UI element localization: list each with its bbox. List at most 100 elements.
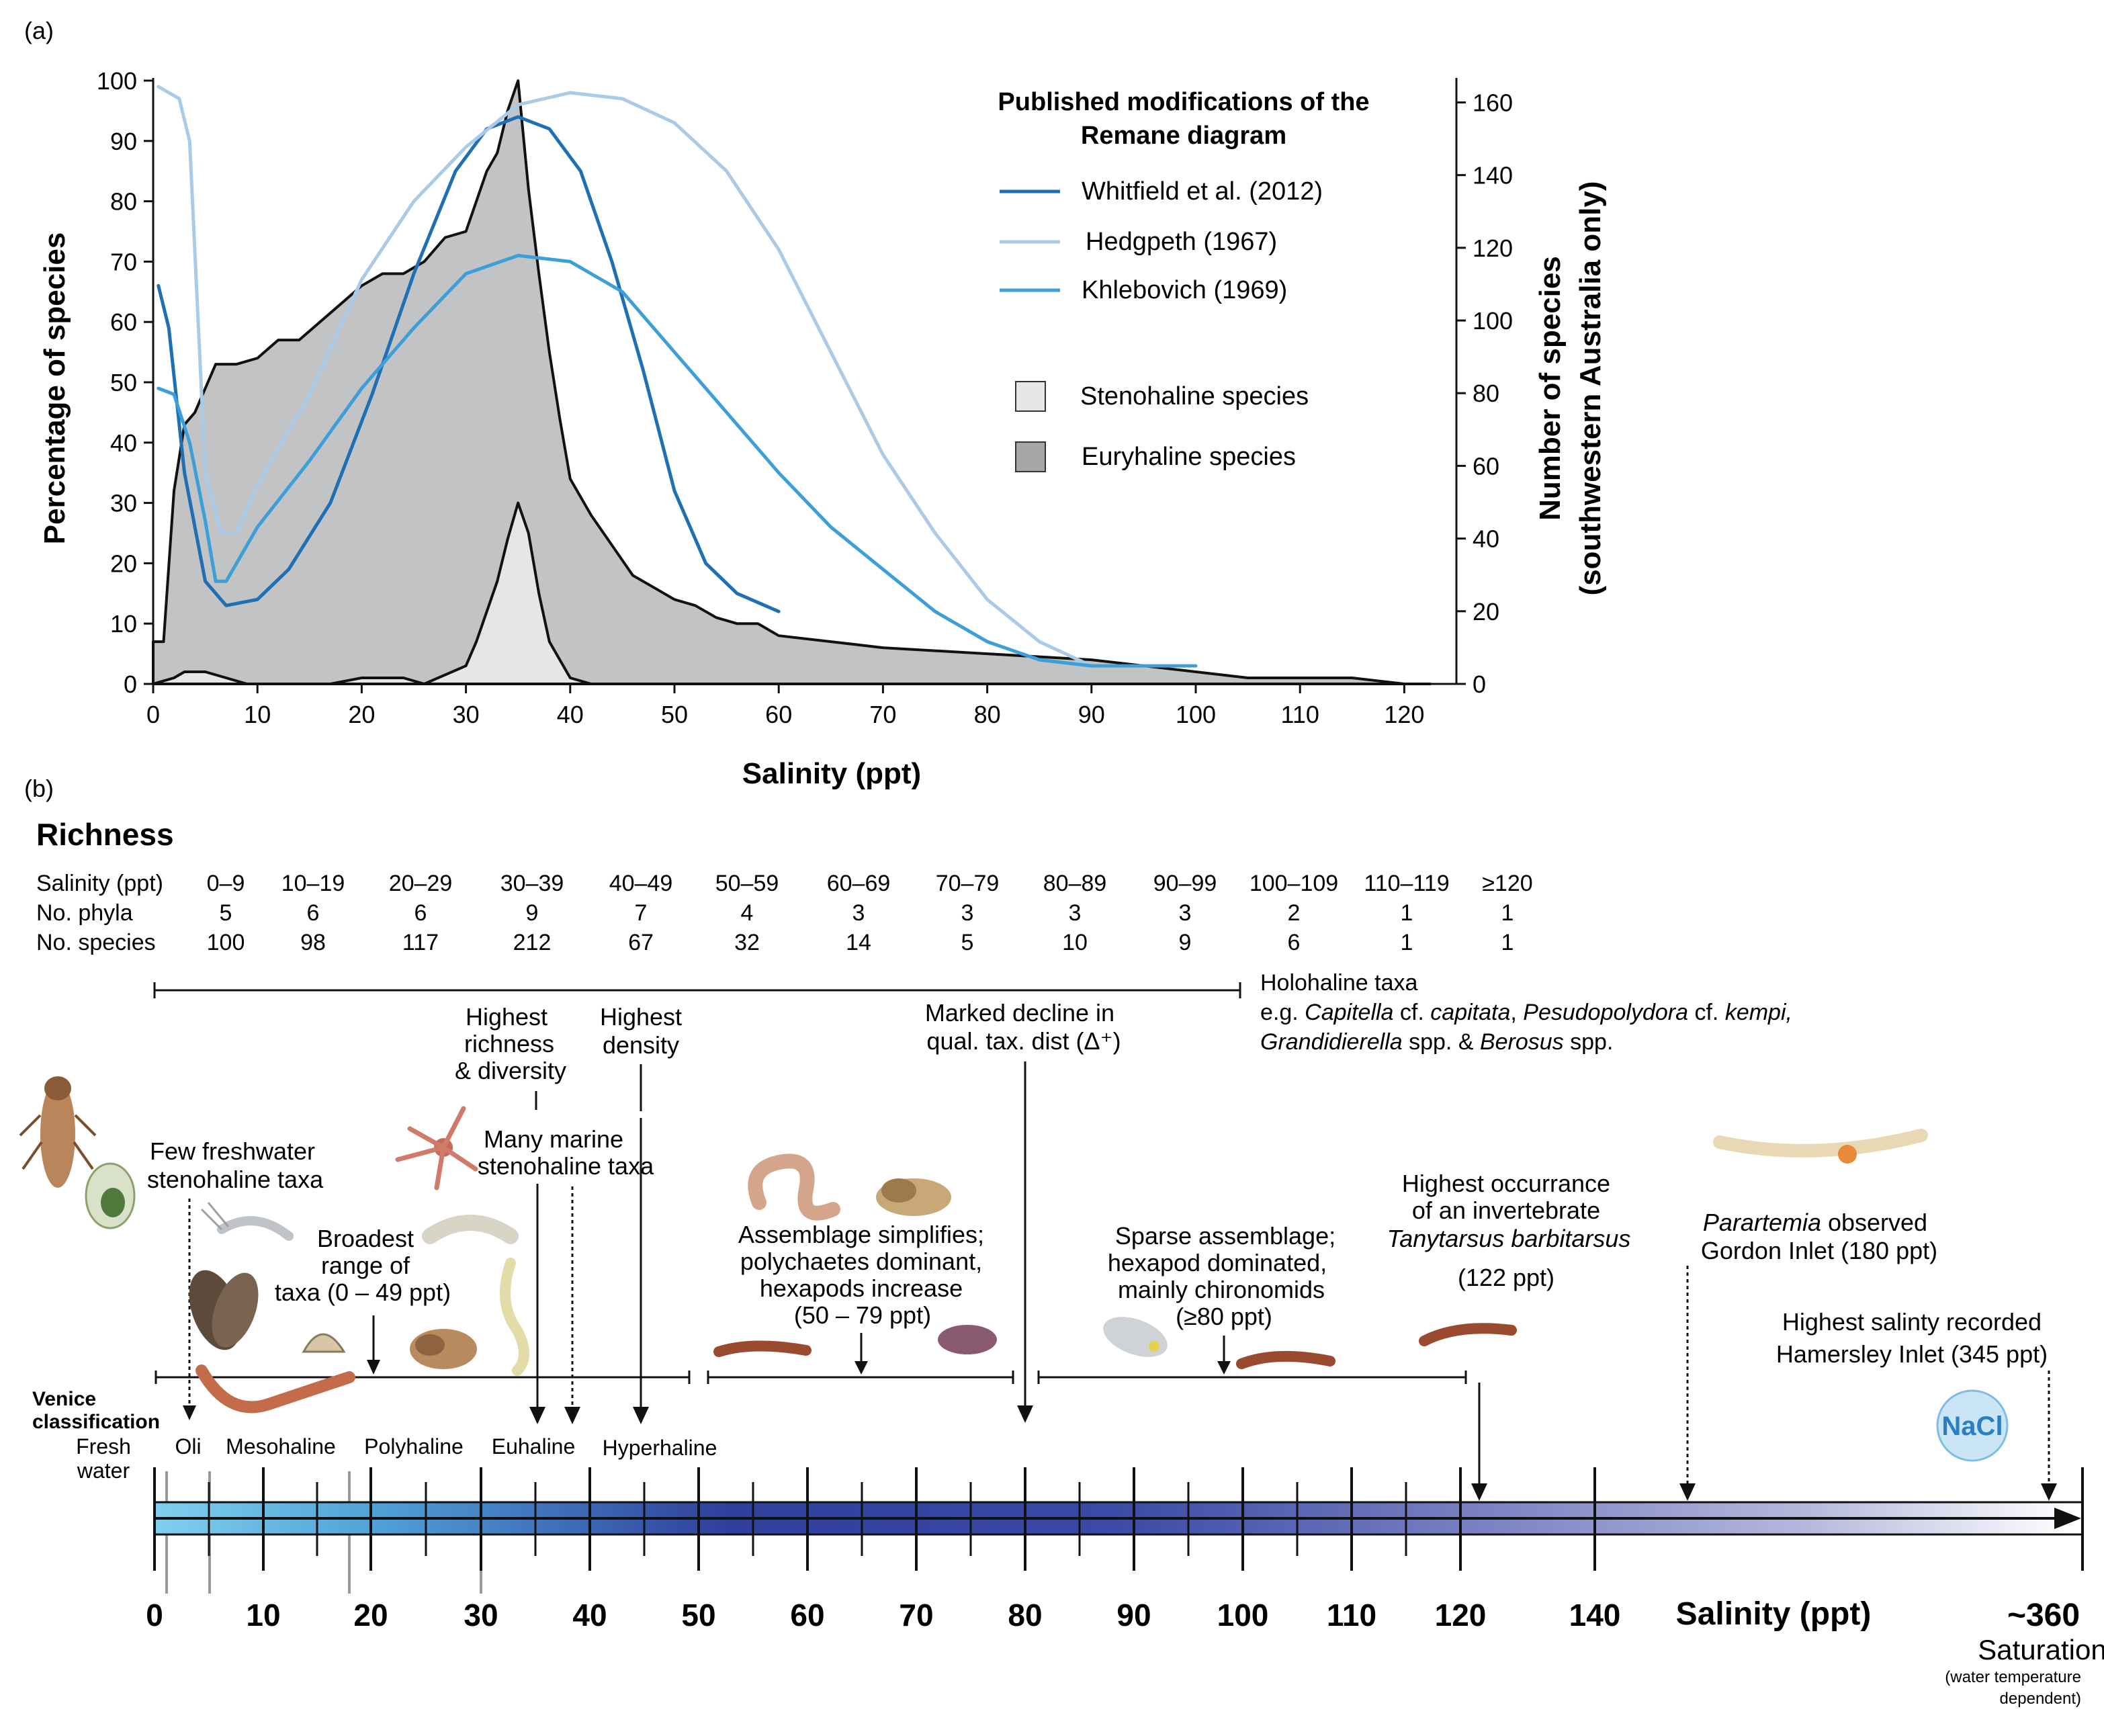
organism-illustrations: NaCl bbox=[19, 1076, 2009, 1462]
y-tick-label: 80 bbox=[110, 188, 137, 216]
species-count: 6 bbox=[1288, 930, 1301, 955]
venice-fresh-l1: Fresh bbox=[76, 1434, 131, 1459]
area-layer bbox=[152, 79, 1432, 685]
x-tick-label: 10 bbox=[244, 701, 271, 728]
phyla-count: 4 bbox=[741, 900, 754, 926]
species-count: 14 bbox=[846, 930, 871, 955]
venice-classification: Venice classification Fresh water Oli Me… bbox=[32, 1388, 717, 1594]
tanytarsus-l4: (122 ppt) bbox=[1458, 1264, 1554, 1291]
salinity-bin-label: 90–99 bbox=[1153, 871, 1217, 896]
scale-end-note-2: dependent) bbox=[2000, 1690, 2081, 1708]
legend-stenohaline-label: Stenohaline species bbox=[1080, 382, 1309, 410]
y2-axis-title-line1: Number of species bbox=[1534, 256, 1567, 521]
x-tick-label: 20 bbox=[348, 701, 375, 728]
snail-icon bbox=[410, 1329, 477, 1369]
species-count: 32 bbox=[734, 930, 760, 955]
phyla-count: 2 bbox=[1288, 900, 1301, 926]
parartemia-l2: Gordon Inlet (180 ppt) bbox=[1701, 1237, 1937, 1264]
hamersley-l2: Hamersley Inlet (345 ppt) bbox=[1776, 1340, 2048, 1368]
nacl-label: NaCl bbox=[1941, 1412, 2003, 1441]
venice-oli: Oli bbox=[175, 1434, 201, 1459]
salinity-bin-label: 80–89 bbox=[1043, 871, 1107, 896]
salinity-scale: 0 10 20 30 40 50 60 70 80 90 100 110 120 140 Salinity… bbox=[146, 1467, 2104, 1708]
sparse-l3: mainly chironomids bbox=[1118, 1276, 1325, 1303]
highest-richness-l1: Highest bbox=[466, 1003, 547, 1031]
phyla-count: 6 bbox=[307, 900, 320, 926]
species-count: 98 bbox=[300, 930, 326, 955]
venice-polyhaline: Polyhaline bbox=[364, 1434, 464, 1459]
brittle-star-icon bbox=[395, 1106, 478, 1190]
scale-tick-label: 80 bbox=[1008, 1598, 1042, 1633]
scale-tick-label: 100 bbox=[1217, 1598, 1269, 1633]
parartemia-l1: Parartemia observed bbox=[1703, 1209, 1927, 1236]
earthworm-icon bbox=[748, 1154, 840, 1221]
species-count: 10 bbox=[1062, 930, 1088, 955]
panel-label-a: (a) bbox=[24, 17, 54, 44]
khlebovich-1969-line bbox=[157, 253, 1198, 668]
species-count: 67 bbox=[628, 930, 654, 955]
species-count: 1 bbox=[1401, 930, 1413, 955]
richness-table: Salinity (ppt) No. phyla No. species 0–9… bbox=[36, 871, 1533, 955]
marine-snail-icon bbox=[876, 1178, 951, 1216]
scale-tick-label: 60 bbox=[790, 1598, 824, 1633]
y-tick-label: 20 bbox=[110, 550, 137, 577]
clam-icon bbox=[302, 1333, 346, 1353]
phyla-count: 3 bbox=[1179, 900, 1192, 926]
euryhaline-species-area bbox=[152, 79, 1432, 685]
x-tick-label: 70 bbox=[869, 701, 896, 728]
phyla-count: 5 bbox=[220, 900, 232, 926]
species-count: 1 bbox=[1501, 930, 1514, 955]
scale-tick-label: 40 bbox=[572, 1598, 607, 1633]
shrimp-icon bbox=[200, 1202, 294, 1241]
legend-euryhaline-label: Euryhaline species bbox=[1082, 443, 1296, 471]
y2-tick-label: 120 bbox=[1473, 234, 1513, 262]
x-tick-label: 120 bbox=[1384, 701, 1424, 728]
salinity-bin-label: ≥120 bbox=[1482, 871, 1532, 896]
sparse-l1: Sparse assemblage; bbox=[1115, 1222, 1335, 1250]
y2-tick-label: 20 bbox=[1473, 598, 1499, 625]
x-tick-label: 100 bbox=[1176, 701, 1216, 728]
y2-axis-title-line2: (southwestern Australia only) bbox=[1574, 181, 1607, 596]
scale-tick-label: 90 bbox=[1116, 1598, 1151, 1633]
salinity-bin-label: 20–29 bbox=[389, 871, 453, 896]
sparse-l2: hexapod dominated, bbox=[1108, 1249, 1327, 1276]
marked-decline-l2: qual. tax. dist (Δ⁺) bbox=[926, 1027, 1121, 1055]
x-tick-label: 0 bbox=[146, 701, 160, 728]
holohaline-bracket bbox=[153, 982, 1241, 998]
y2-tick-label: 140 bbox=[1473, 162, 1513, 189]
holohaline-examples-1: e.g. Capitella cf. capitata, Pesudopolyd… bbox=[1260, 1000, 1792, 1025]
y2-tick-label: 0 bbox=[1473, 670, 1486, 698]
y2-tick-label: 100 bbox=[1473, 307, 1513, 335]
y-tick-label: 0 bbox=[124, 670, 137, 698]
phyla-count: 9 bbox=[526, 900, 539, 926]
tanytarsus-l1: Highest occurrance bbox=[1402, 1170, 1610, 1197]
x-axis-title: Salinity (ppt) bbox=[742, 757, 921, 790]
y2-tick-label: 80 bbox=[1473, 380, 1499, 407]
remane-chart: 0 10 20 30 40 50 60 70 80 90 100 0 10 20 30 40 50 60 70 80 9… bbox=[97, 67, 1513, 728]
scale-end-label: Saturation bbox=[1978, 1634, 2104, 1665]
broadest-l1: Broadest bbox=[317, 1225, 414, 1252]
whitfield-et-al-2012-line bbox=[157, 115, 781, 613]
few-freshwater-l2: stenohaline taxa bbox=[147, 1166, 324, 1193]
row-label-species: No. species bbox=[36, 930, 156, 955]
species-count: 117 bbox=[402, 930, 439, 955]
x-tick-label: 80 bbox=[974, 701, 1001, 728]
phyla-count: 3 bbox=[1069, 900, 1082, 926]
legend-khlebovich-label: Khlebovich (1969) bbox=[1082, 276, 1287, 304]
hexapod-pupa-icon bbox=[1103, 1317, 1168, 1357]
hamersley-l1: Highest salinty recorded bbox=[1782, 1308, 2042, 1336]
species-count: 9 bbox=[1179, 930, 1192, 955]
legend-euryhaline-swatch bbox=[1015, 441, 1046, 472]
tanytarsus-l2: of an invertebrate bbox=[1412, 1197, 1600, 1224]
salinity-bin-label: 10–19 bbox=[281, 871, 345, 896]
richness-title: Richness bbox=[36, 817, 174, 852]
y2-tick-label: 160 bbox=[1473, 89, 1513, 116]
scale-tick-label: 30 bbox=[464, 1598, 498, 1633]
many-marine-l2: stenohaline taxa bbox=[478, 1152, 654, 1180]
x-tick-label: 30 bbox=[453, 701, 480, 728]
axes-layer: 0 10 20 30 40 50 60 70 80 90 100 0 10 20 30 40 50 60 70 80 9… bbox=[97, 67, 1513, 728]
legend: Published modifications of the Remane di… bbox=[998, 88, 1370, 472]
row-label-phyla: No. phyla bbox=[36, 900, 133, 926]
y-tick-label: 70 bbox=[110, 248, 137, 275]
chironomid-larva-icon bbox=[713, 1323, 1517, 1369]
